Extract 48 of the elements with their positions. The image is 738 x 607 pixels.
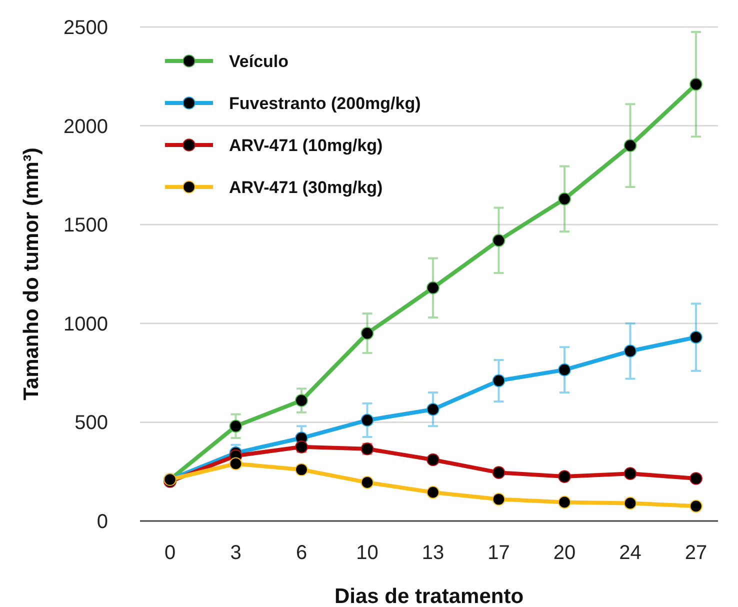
point [492, 234, 506, 247]
x-tick-label: 0 [164, 542, 176, 564]
point [558, 363, 571, 376]
y-tick-label: 500 [74, 412, 108, 434]
point [426, 453, 440, 466]
point [624, 496, 637, 510]
point [295, 463, 308, 476]
x-tick-label: 27 [684, 542, 708, 564]
point [690, 330, 702, 344]
point [690, 500, 702, 513]
legend-label: ARV-471 (10mg/kg) [229, 136, 383, 155]
point [360, 414, 374, 427]
x-tick-label: 3 [230, 542, 242, 564]
legend-label: ARV-471 (30mg/kg) [229, 178, 383, 197]
y-tick-label: 2000 [64, 116, 108, 138]
y-tick-label: 1000 [64, 313, 108, 336]
x-tick-label: 6 [296, 542, 308, 564]
point [624, 467, 637, 480]
point [426, 281, 440, 294]
point [426, 402, 440, 416]
point [624, 139, 637, 152]
point [690, 78, 702, 91]
legend-label: Fuvestranto (200mg/kg) [229, 94, 421, 113]
legend-label: Veículo [229, 52, 289, 71]
y-tick-label: 0 [96, 511, 108, 533]
point [624, 344, 637, 358]
point [558, 496, 571, 509]
point [558, 470, 571, 483]
point [690, 472, 702, 485]
point [426, 486, 440, 499]
x-tick-label: 10 [356, 542, 378, 564]
y-axis-title: Tamanho do tumor (mm³) [20, 148, 43, 400]
x-tick-label: 24 [619, 542, 642, 564]
point [229, 420, 242, 433]
y-tick-label: 1500 [64, 214, 108, 237]
x-tick-label: 13 [422, 542, 444, 564]
point [229, 457, 242, 470]
point [492, 466, 506, 479]
point [492, 374, 506, 388]
point [360, 476, 374, 489]
point [492, 492, 506, 506]
point [558, 192, 571, 206]
x-tick-label: 17 [488, 542, 510, 564]
y-tick-label: 2500 [64, 17, 108, 39]
point [295, 394, 308, 407]
point [360, 326, 374, 340]
x-tick-label: 20 [553, 542, 576, 564]
x-axis-title: Dias de tratamento [334, 585, 524, 607]
